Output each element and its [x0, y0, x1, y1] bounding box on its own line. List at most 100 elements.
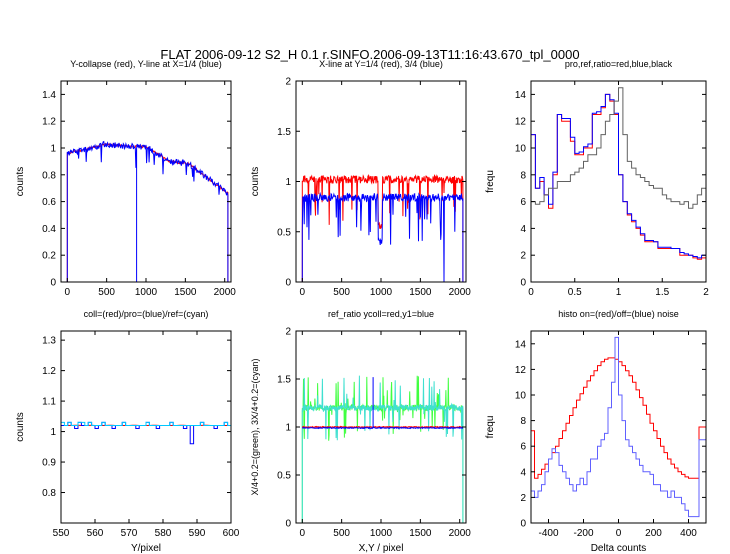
x-axis-label: X,Y / pixel — [359, 543, 404, 554]
y-tick-label: 1 — [50, 144, 56, 155]
y-tick-label: 1 — [285, 423, 291, 434]
x-tick-label: 2000 — [214, 287, 237, 298]
y-tick-label: 2 — [520, 493, 526, 504]
panel-4: 550 560 570 580 590 600 0.8 0.9 1 1.1 1.2 1.3 coll=(… — [15, 309, 240, 554]
x-tick-label: 0 — [65, 287, 71, 298]
y-tick-label: 1 — [50, 427, 56, 438]
y-tick-label: 8 — [520, 416, 526, 427]
x-tick-label: 500 — [98, 287, 115, 298]
series-x-line-at-y-1-4 — [301, 173, 464, 282]
series-on — [531, 357, 706, 479]
x-tick-label: 0.5 — [568, 287, 582, 298]
y-tick-label: 6 — [520, 197, 526, 208]
x-tick-label: 600 — [223, 528, 240, 539]
x-tick-label: 2 — [703, 287, 709, 298]
y-tick-label: 10 — [515, 144, 527, 155]
x-tick-label: 580 — [155, 528, 172, 539]
x-tick-label: 590 — [189, 528, 206, 539]
series-ratio — [531, 87, 706, 209]
x-tick-label: 1000 — [370, 287, 393, 298]
y-tick-label: 1.3 — [42, 336, 56, 347]
x-tick-label: -200 — [573, 528, 593, 539]
y-tick-label: 12 — [515, 117, 527, 128]
series-pro — [531, 93, 706, 260]
y-tick-label: 10 — [515, 391, 527, 402]
x-tick-label: 200 — [645, 528, 662, 539]
y-tick-label: 1.4 — [42, 90, 56, 101]
x-tick-label: 2000 — [449, 528, 472, 539]
series-group — [301, 375, 464, 523]
series-off — [531, 336, 706, 518]
y-tick-label: 0.9 — [42, 458, 56, 469]
y-tick-label: 0 — [520, 278, 526, 289]
panel-1: 0 500 1000 1500 2000 0 0.2 0.4 0.6 0.8 1 1.2 1.4 Y-co… — [15, 59, 236, 298]
panel-6: -400 -200 0 200 400 0 2 4 6 8 10 12 14 histo on=(red)… — [485, 309, 707, 554]
y-tick-label: 4 — [520, 224, 526, 235]
panel-title: X-line at Y=1/4 (red), 3/4 (blue) — [319, 59, 443, 69]
y-tick-label: 0.6 — [42, 197, 56, 208]
y-tick-label: 0 — [285, 519, 291, 530]
x-tick-label: 570 — [121, 528, 138, 539]
y-axis-label: frequ — [485, 416, 496, 439]
y-tick-label: 0.8 — [42, 170, 56, 181]
panel-3: 0 0.5 1 1.5 2 0 2 4 6 8 10 12 14 pro,ref,ratio=red,bl… — [485, 59, 709, 298]
x-tick-label: 1.5 — [655, 287, 669, 298]
panel-2: 0 500 1000 1500 2000 0 0.5 1 1.5 2 X-line at Y=1/4… — [250, 59, 471, 298]
x-tick-label: 1 — [616, 287, 622, 298]
y-tick-label: 1 — [285, 177, 291, 188]
y-tick-label: 14 — [515, 90, 527, 101]
series-y-line-at-x-1-4 — [66, 140, 229, 282]
series-x-4-0-2 — [301, 375, 464, 523]
x-tick-label: 1000 — [370, 528, 393, 539]
y-axis-label: frequ — [485, 170, 496, 193]
panel-title: pro,ref,ratio=red,blue,black — [565, 59, 673, 69]
series-ref — [61, 421, 231, 426]
x-tick-label: 0 — [528, 287, 534, 298]
y-tick-label: 1.5 — [277, 127, 291, 138]
series-y1 — [301, 377, 464, 430]
x-tick-label: 2000 — [449, 287, 472, 298]
series-group — [61, 421, 231, 445]
y-axis-label: X/4+0.2=(green), 3X/4+0.2=(cyan) — [250, 358, 260, 495]
x-axis-label: Delta counts — [591, 543, 647, 554]
y-tick-label: 2 — [285, 77, 291, 88]
y-tick-label: 0.2 — [42, 251, 56, 262]
x-tick-label: 1500 — [174, 287, 197, 298]
plot-frame — [60, 80, 232, 283]
y-tick-label: 0.5 — [277, 471, 291, 482]
y-tick-label: 6 — [520, 442, 526, 453]
panels: 0 500 1000 1500 200000.20.40.60.811.21.4Y-co… — [15, 59, 709, 554]
series-group — [531, 87, 706, 260]
panel-title: Y-collapse (red), Y-line at X=1/4 (blue) — [70, 59, 222, 69]
x-tick-label: 0 — [300, 528, 306, 539]
y-tick-label: 2 — [285, 327, 291, 338]
y-tick-label: 0.5 — [277, 227, 291, 238]
y-tick-label: 0.8 — [42, 488, 56, 499]
x-tick-label: 560 — [87, 528, 104, 539]
x-tick-label: 500 — [333, 528, 350, 539]
x-axis-label: Y/pixel — [131, 543, 161, 554]
series-y-collapse — [66, 142, 229, 282]
plot-frame — [60, 330, 232, 524]
x-tick-label: 1000 — [135, 287, 158, 298]
panel-title: coll=(red)/pro=(blue)/ref=(cyan) — [84, 309, 209, 319]
panel-5: 0 500 1000 1500 2000 0 0.5 1 1.5 2 ref_ratio ycoll… — [250, 309, 471, 554]
y-tick-label: 1.1 — [42, 397, 56, 408]
y-tick-label: 12 — [515, 365, 527, 376]
series-group — [301, 173, 464, 282]
y-tick-label: 1.2 — [42, 117, 56, 128]
x-tick-label: 1500 — [409, 287, 432, 298]
panel-title: ref_ratio ycoll=red,y1=blue — [328, 309, 434, 319]
x-tick-label: 0 — [300, 287, 306, 298]
series-x-line-at-y-3-4 — [301, 191, 464, 282]
x-tick-label: 400 — [680, 528, 697, 539]
panel-title: histo on=(red)/off=(blue) noise — [558, 309, 678, 319]
y-axis-label: counts — [15, 167, 26, 196]
figure-title: FLAT 2006-09-12 S2_H 0.1 r.SINFO.2006-09… — [160, 47, 579, 62]
x-tick-label: 0 — [616, 528, 622, 539]
y-tick-label: 8 — [520, 170, 526, 181]
x-tick-label: 1500 — [409, 528, 432, 539]
y-tick-label: 2 — [520, 251, 526, 262]
y-tick-label: 0.4 — [42, 224, 56, 235]
x-tick-label: -400 — [538, 528, 558, 539]
